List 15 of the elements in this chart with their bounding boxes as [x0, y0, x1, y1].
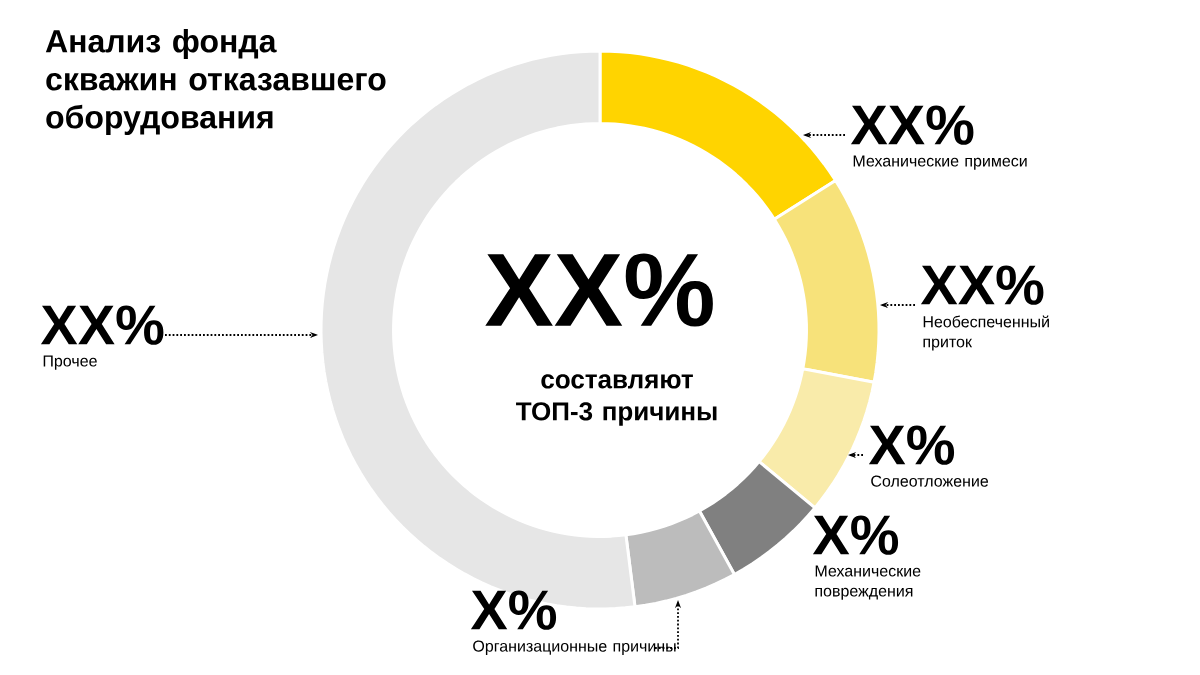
data-label: XX% [850, 105, 974, 145]
slice-label: Необеспеченный приток [923, 315, 1049, 351]
data-label: X% [868, 425, 955, 465]
slice-label: Механические повреждения [815, 565, 921, 600]
slice-label: Механические примеси [853, 155, 1027, 170]
text: составляют ТОП-3 причины [516, 374, 717, 426]
data-label: X% [470, 590, 557, 630]
slice-label: Организационные причины [473, 640, 676, 655]
slice-label: Прочее [43, 355, 97, 370]
data-label: X% [812, 515, 899, 555]
chart-title: Анализ фонда скважин отказавшего оборудования [45, 29, 386, 135]
text: XX% [485, 253, 713, 327]
slice-label: Солеотложение [871, 475, 989, 487]
data-label: XX% [920, 265, 1044, 305]
data-label: XX% [40, 305, 164, 345]
